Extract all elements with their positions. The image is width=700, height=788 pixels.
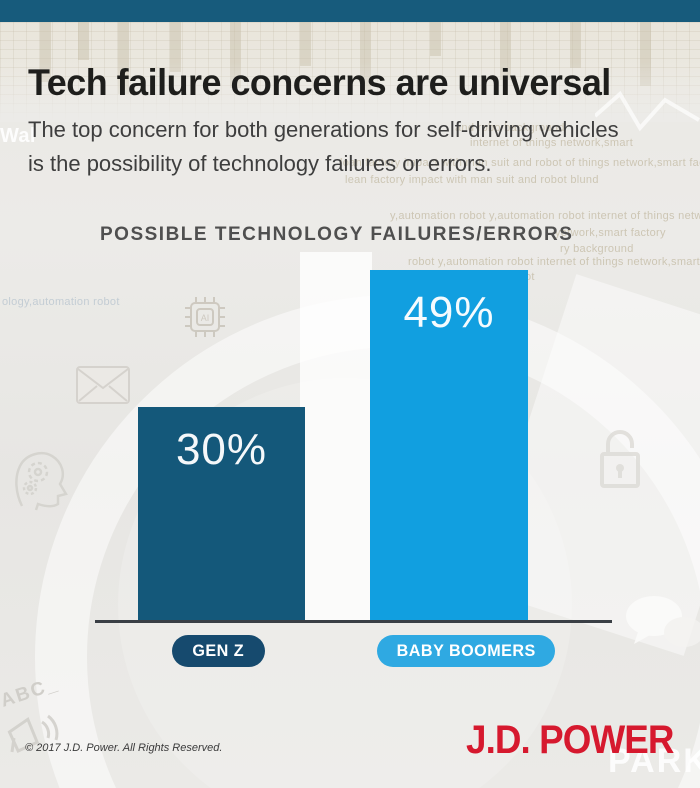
background-grid-pattern [0,22,700,122]
chat-bubbles-icon [626,596,700,647]
envelope-icon [76,366,130,404]
background-bar [640,22,651,86]
chart-title: POSSIBLE TECHNOLOGY FAILURES/ERRORS [100,224,574,245]
watermark-text: Wal [0,125,36,147]
page-subtitle: The top concern for both generations for… [28,117,619,177]
watermark-text: internet of things network,smart [470,137,634,149]
background-bar [300,22,311,66]
watermark-text: PARK [608,742,700,780]
background-bar [430,22,441,56]
category-label-gen-z-text: GEN Z [192,641,245,660]
watermark-text: loan factory impact with man suit and ro… [340,157,700,169]
header-strip [0,0,700,22]
watermark-text: robot y,automation robot internet of thi… [408,256,700,268]
megaphone-icon [7,714,59,753]
stock-line-icon [595,90,700,132]
chart-axis-line [95,620,612,623]
watermark-text: lean factory impact with man suit and ro… [345,174,599,186]
watermark-text: ry background [560,243,634,255]
watermark-text: yetwork,smart factory [555,227,666,239]
head-gears-icon [15,452,68,511]
category-label-baby-boomers: BABY BOOMERS [377,635,555,667]
watermark-text: and robo background [455,122,565,134]
background-bar [78,22,89,60]
copyright-text: © 2017 J.D. Power. All Rights Reserved. [25,742,223,754]
bar-value-baby-boomers: 49% [403,288,495,337]
padlock-icon [600,430,640,488]
bar-value-gen-z: 30% [175,425,268,474]
category-label-baby-boomers-text: BABY BOOMERS [396,641,536,660]
ai-chip-icon: AI [185,297,225,337]
watermark-text: y,automation robot y,automation robot in… [390,210,700,222]
background-highlight-strip [300,252,372,622]
page-title: Tech failure concerns are universal [28,62,611,103]
bar-gen-z: 30% [138,407,305,622]
bar-baby-boomers: 49% [370,270,528,622]
svg-text:AI: AI [201,313,210,323]
jd-power-logo: J.D. POWER [466,718,674,762]
watermark-text: ology,automation robot [2,296,120,308]
category-label-gen-z: GEN Z [172,635,265,667]
